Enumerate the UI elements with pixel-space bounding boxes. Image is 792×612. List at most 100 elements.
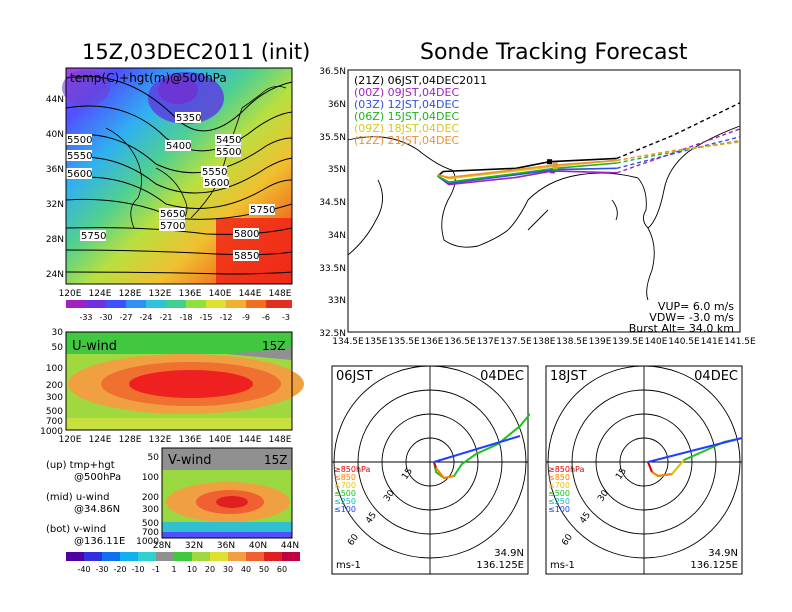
level-legend-item: ≤500 [548,489,570,498]
hodograph-1: 15 30 45 60 ≥850hPa ≤850 ≤700 ≤500 ≤250 … [331,365,530,575]
contour-label: 5650 [160,209,185,220]
pressure-tick: 1000 [40,427,63,437]
hodo-date: 04DEC [694,369,738,384]
pressure-tick: 1000 [136,537,159,547]
hodo-lon: 136.125E [690,560,738,571]
map500-label: temp(C)+hgt(m)@500hPa [70,71,227,85]
lon-tick: 132E [149,289,172,299]
note-line: @34.86N [74,504,121,515]
burst-marker [549,168,555,174]
pressure-tick: 100 [142,473,159,483]
level-legend-item: ≤850 [334,473,356,482]
contour-label: 5700 [160,221,185,232]
lon-tick: 120E [59,435,82,445]
hodo-unit: ms-1 [550,560,575,571]
vdw-text: VDW= -3.0 m/s [649,311,734,324]
contour-label: 5750 [81,231,106,242]
contour-label: 5500 [67,135,92,146]
hodo-lat: 34.9N [708,548,738,559]
track-legend-item: (00Z) 09JST,04DEC [354,86,459,99]
contour-label: 5850 [234,251,259,262]
lat-tick: 28N [46,235,64,245]
u-wind-panel: U-wind 15Z 30 50 100 200 300 500 700 100… [40,328,304,445]
wind-colorbar: -40 -30 -20 -10 -1 1 10 20 30 40 50 60 [66,552,300,574]
track-legend-item: (12Z) 21JST,04DEC [354,134,459,147]
lon-tick: 132E [149,435,172,445]
pressure-tick: 500 [46,407,63,417]
lon-tick: 128E [119,289,142,299]
level-legend-item: ≤250 [548,497,570,506]
wind-colorbar-label: 40 [241,565,251,574]
pressure-tick: 500 [142,519,159,529]
track-legend-item: (21Z) 06JST,04DEC2011 [354,74,487,87]
wind-colorbar-label: 60 [277,565,287,574]
temp-colorbar-label: -12 [219,313,232,322]
temp-colorbar-label: -9 [242,313,250,322]
lat-tick: 28N [153,541,171,550]
lon-tick: 135.5E [388,337,420,347]
lon-tick: 144E [239,289,262,299]
track-lon-ticks: 134.5E 135E 135.5E 136E 136.5E 137E 137.… [332,337,756,347]
temp-colorbar-label: -6 [262,313,270,322]
track-plot-area [347,69,741,333]
temp-colorbar-label: -24 [139,313,152,322]
map-500hpa-panel: 5350 5400 5450 5500 5500 5550 5550 5600 … [46,67,293,322]
lon-tick: 139E [589,337,612,347]
lon-tick: 124E [89,435,112,445]
temp-colorbar-label: -30 [99,313,112,322]
lon-tick: 135E [365,337,388,347]
level-legend-item: ≤700 [548,481,570,490]
wind-colorbar-label: 10 [187,565,197,574]
track-line-dashed [616,140,741,162]
track-line-solid [437,157,617,177]
contour-labels: 5350 5400 5450 5500 5500 5550 5550 5600 … [66,112,275,262]
hodo-lat: 34.9N [494,548,524,559]
burst-marker [547,159,553,165]
lat-tick: 36N [46,165,64,175]
lon-tick: 137.5E [500,337,532,347]
lat-tick: 34.5N [319,198,346,208]
level-legend-item: ≥850hPa [334,465,371,474]
track-line-dashed [616,136,741,169]
lon-tick: 140E [209,435,232,445]
contour-label: 5600 [67,169,92,180]
lon-tick: 136E [421,337,444,347]
lon-tick: 134.5E [332,337,364,347]
track-legend-item: (03Z) 12JST,04DEC [354,98,459,111]
track-legend: (21Z) 06JST,04DEC2011 (00Z) 09JST,04DEC … [354,74,734,335]
wind-colorbar-label: 1 [171,565,176,574]
wind-colorbar-label: -1 [152,565,160,574]
pressure-tick: 200 [142,493,159,503]
lat-tick: 34N [328,231,346,241]
wind-colorbar-label: -20 [113,565,126,574]
track-panel: (21Z) 06JST,04DEC2011 (00Z) 09JST,04DEC … [319,67,756,347]
lon-tick: 136E [179,435,202,445]
lon-tick: 128E [119,435,142,445]
hodo-time: 06JST [336,369,373,384]
wind-colorbar-label: -10 [131,565,144,574]
lon-tick: 141E [701,337,724,347]
u-wind-label: U-wind [72,339,117,354]
pressure-tick: 50 [148,453,160,463]
note-line: (bot) v-wind [46,524,107,535]
coastline [347,125,741,301]
burst-text: Burst Alt= 34.0 km [629,322,734,335]
contour-label: 5450 [216,135,241,146]
lat-tick: 35.5N [319,133,346,143]
contour-label: 5750 [250,205,275,216]
lat-tick: 44N [281,541,299,550]
wind-colorbar-label: 20 [205,565,215,574]
lat-tick: 36N [328,100,346,110]
track-line-solid [437,162,617,183]
level-legend-item: ≥850hPa [548,465,585,474]
height-contours [65,75,293,275]
wind-colorbar-label: -30 [95,565,108,574]
level-legend-item: ≤700 [334,481,356,490]
lon-tick: 148E [269,289,292,299]
panel-notes: (up) tmp+hgt @500hPa (mid) u-wind @34.86… [46,460,125,548]
lon-tick: 141.5E [724,337,756,347]
right-title: Sonde Tracking Forecast [420,40,688,65]
lon-tick: 144E [239,435,262,445]
temp-colorbar-label: -18 [179,313,192,322]
contour-label: 5350 [176,113,201,124]
